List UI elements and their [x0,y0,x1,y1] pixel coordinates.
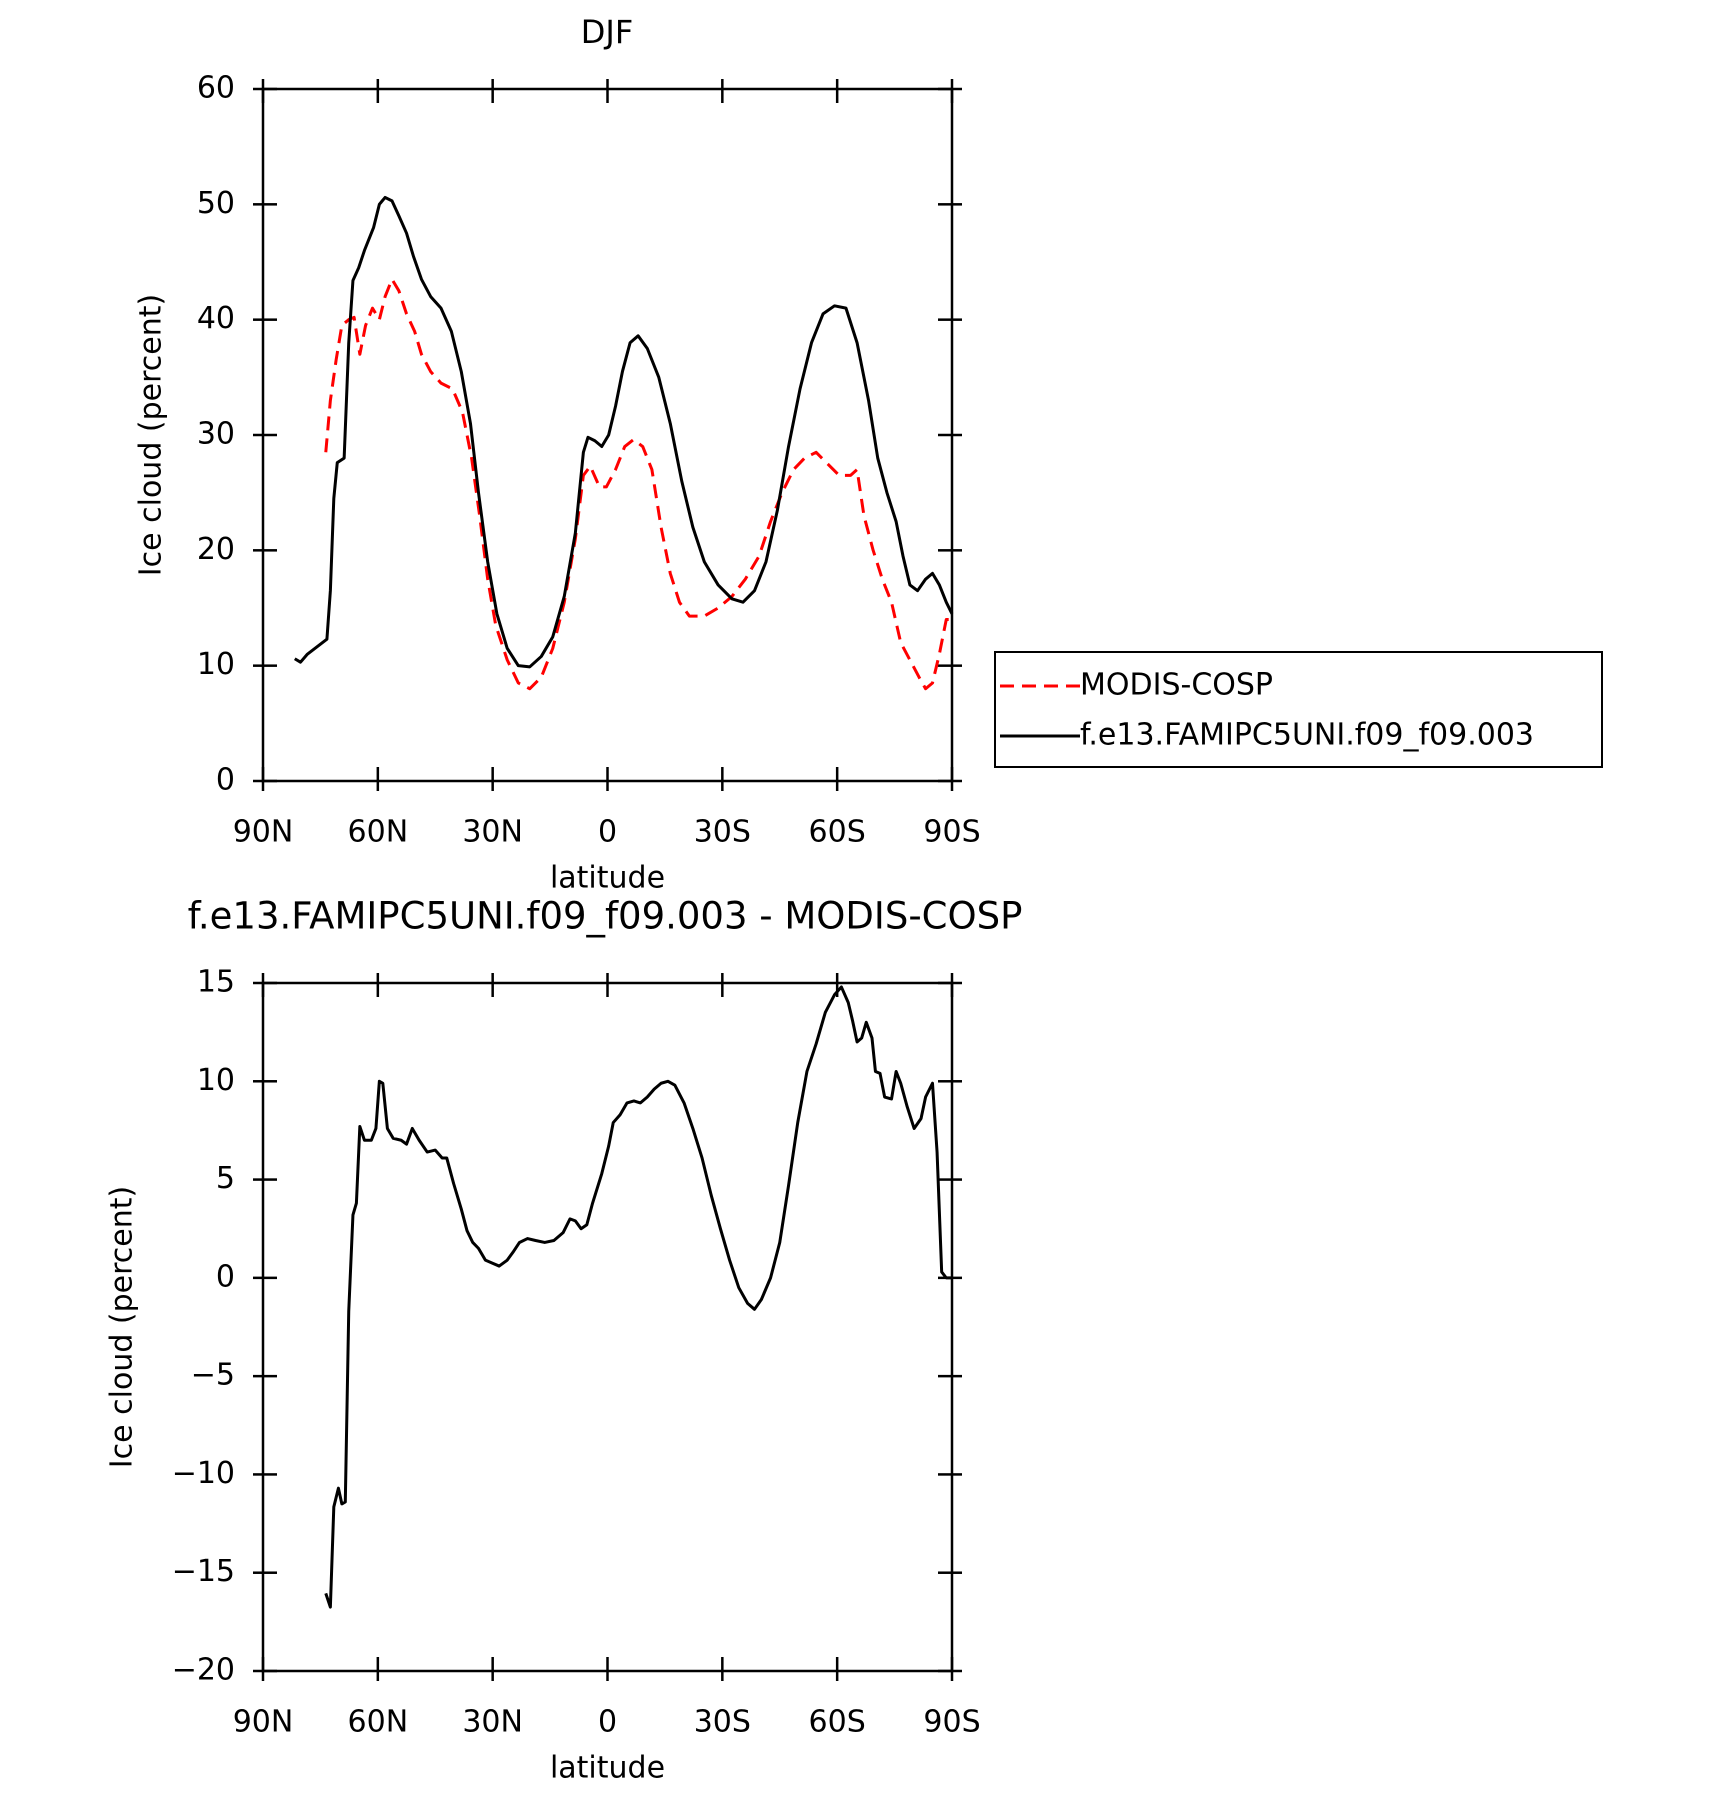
plot-frame [261,981,954,1673]
chart-title: DJF [581,13,633,51]
y-axis-label: Ice cloud (percent) [134,294,169,576]
x-tick-label: 30N [462,1705,523,1740]
data-line [324,277,952,691]
x-tick-label: 30N [462,815,523,850]
x-tick-label: 0 [598,815,617,850]
y-tick-label: 40 [197,301,235,336]
y-tick-label: 0 [216,1259,235,1294]
x-tick-label: 60N [348,815,409,850]
y-tick-label: 5 [216,1161,235,1196]
y-tick-label: −20 [172,1653,235,1688]
x-tick-label: 90N [233,815,294,850]
y-axis-label: Ice cloud (percent) [105,1186,140,1468]
y-tick-label: 50 [197,186,235,221]
y-tick-label: 20 [197,532,235,567]
x-tick-label: 90S [923,815,980,850]
x-tick-label: 30S [694,815,751,850]
x-tick-label: 90S [923,1705,980,1740]
y-tick-label: 60 [197,71,235,106]
x-axis-label: latitude [550,1751,665,1786]
chart-title: f.e13.FAMIPC5UNI.f09_f09.003 - MODIS-COS… [188,895,1023,938]
y-tick-label: 30 [197,417,235,452]
x-tick-label: 30S [694,1705,751,1740]
legend-label: f.e13.FAMIPC5UNI.f09_f09.003 [1080,718,1534,753]
x-tick-label: 90N [233,1705,294,1740]
y-tick-label: 10 [197,1063,235,1098]
plot-frame [261,87,954,783]
y-tick-label: 10 [197,647,235,682]
data-line [293,195,954,669]
y-tick-label: 0 [216,763,235,798]
x-axis-label: latitude [550,861,665,896]
y-tick-label: 15 [197,965,235,1000]
x-tick-label: 60N [348,1705,409,1740]
y-tick-label: −15 [172,1554,235,1589]
legend-box [994,651,1603,768]
x-tick-label: 0 [598,1705,617,1740]
x-tick-label: 60S [809,815,866,850]
x-tick-label: 60S [809,1705,866,1740]
data-line [324,985,952,1609]
y-tick-label: −5 [191,1358,235,1393]
y-tick-label: −10 [172,1456,235,1491]
legend-label: MODIS-COSP [1080,668,1273,703]
